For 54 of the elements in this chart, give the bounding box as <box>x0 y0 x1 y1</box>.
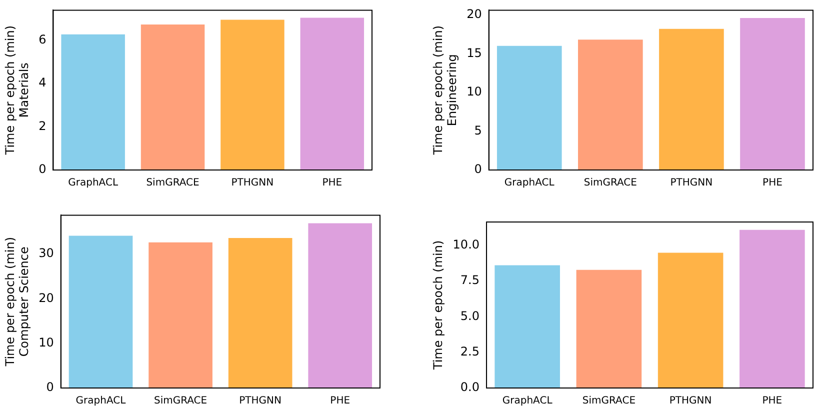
bar <box>228 238 292 388</box>
x-tick-label: GraphACL <box>504 178 555 189</box>
x-tick-label: PHE <box>762 396 782 407</box>
y-tick-label: 30 <box>38 246 54 260</box>
x-tick-label: PTHGNN <box>669 396 712 407</box>
bar <box>659 28 724 170</box>
x-tick-label: GraphACL <box>502 396 553 407</box>
y-tick-label: 0.0 <box>460 380 480 394</box>
x-tick-label: GraphACL <box>76 396 126 407</box>
bar <box>68 236 133 388</box>
y-axis-title: Time per epoch (min) Engineering <box>431 25 459 156</box>
y-axis-title: Time per epoch (min) <box>431 240 446 371</box>
y-tick-label: 0 <box>38 162 46 176</box>
bar <box>220 20 284 170</box>
y-tick-label: 2.5 <box>460 344 480 358</box>
bar <box>658 252 724 388</box>
x-tick-label: PTHGNN <box>231 178 274 189</box>
x-tick-label: PHE <box>330 396 350 407</box>
bar <box>494 265 560 388</box>
bar <box>140 24 205 170</box>
y-tick-label: 6 <box>38 32 46 46</box>
y-tick-label: 5 <box>474 123 482 138</box>
bar <box>578 40 643 170</box>
y-tick-label: 2 <box>38 118 46 133</box>
bar <box>740 230 805 388</box>
y-tick-label: 0 <box>474 162 482 176</box>
y-tick-label: 15 <box>466 46 482 60</box>
y-tick-label: 10 <box>38 335 54 350</box>
x-tick-label: SimGRACE <box>582 396 636 407</box>
y-tick-label: 10.0 <box>452 237 480 252</box>
x-tick-label: SimGRACE <box>146 178 200 189</box>
x-tick-label: PTHGNN <box>670 178 713 189</box>
y-tick-label: 5.0 <box>460 308 480 323</box>
y-tick-label: 20 <box>466 6 482 21</box>
x-tick-label: GraphACL <box>68 178 118 189</box>
y-tick-label: 7.5 <box>460 273 480 288</box>
y-tick-label: 0 <box>46 380 54 394</box>
y-axis-title: Time per epoch (min) Materials <box>3 25 31 156</box>
x-tick-label: PHE <box>762 178 782 189</box>
x-tick-label: SimGRACE <box>584 178 637 189</box>
y-tick-label: 4 <box>38 76 46 90</box>
bar <box>148 242 212 388</box>
x-tick-label: SimGRACE <box>154 396 208 407</box>
y-axis-title: Time per epoch (min) Computer Science <box>3 236 31 368</box>
y-tick-label: 10 <box>466 84 482 99</box>
bar <box>496 46 562 170</box>
bar <box>576 270 642 388</box>
y-tick-label: 20 <box>38 290 54 305</box>
bar <box>308 223 372 388</box>
x-tick-label: PHE <box>322 178 342 189</box>
bar <box>300 18 364 170</box>
x-tick-label: PTHGNN <box>239 396 282 407</box>
bar <box>61 34 125 170</box>
bar <box>740 18 805 170</box>
